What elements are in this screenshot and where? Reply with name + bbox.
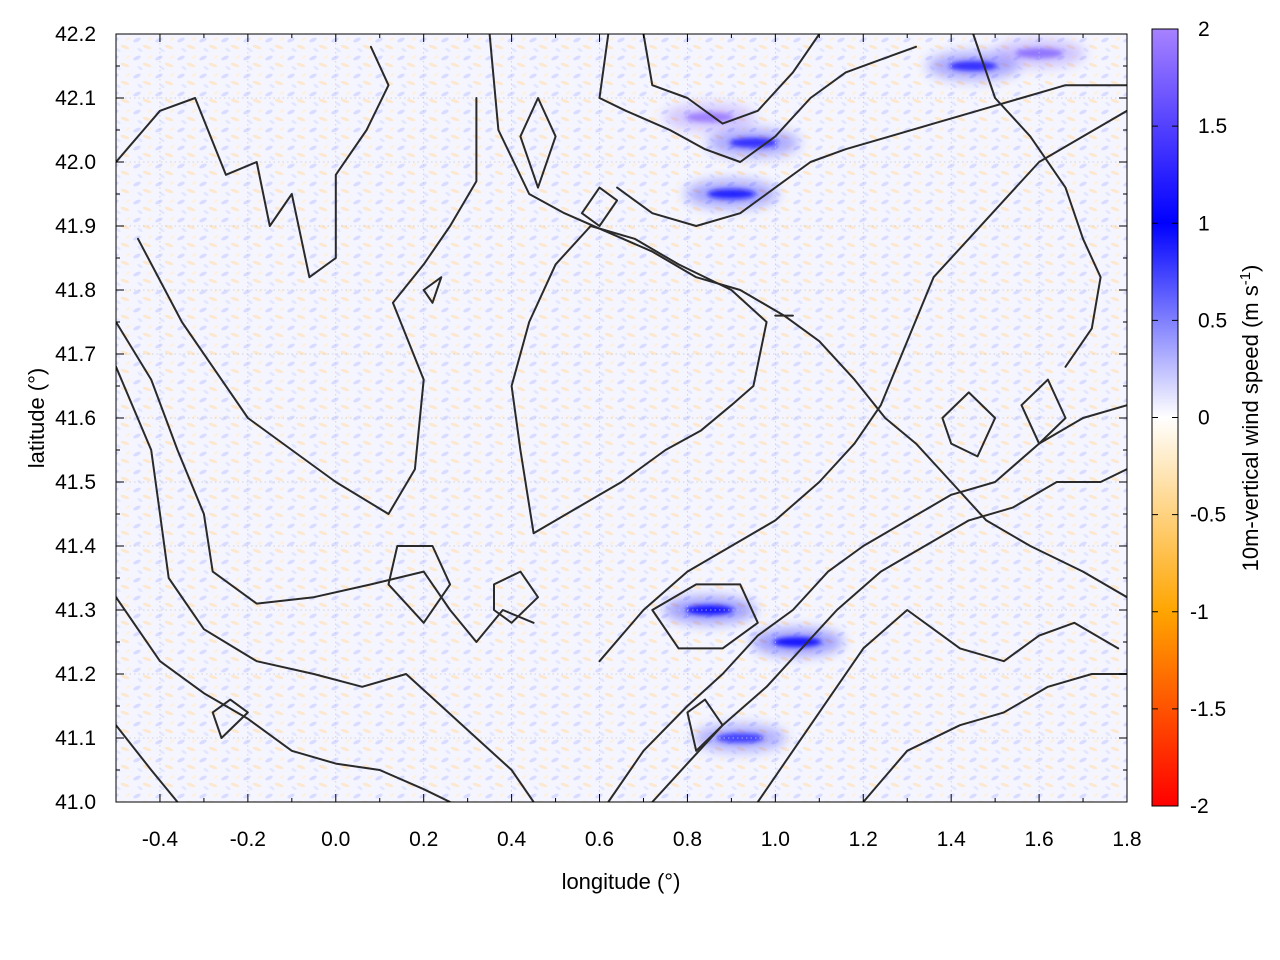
contour-line [642,34,821,125]
x-tick-label: -0.2 [230,828,266,851]
y-tick-label: 41.0 [55,791,96,814]
contour-line [116,45,390,279]
plot-area [115,33,1128,803]
updraft-core [685,605,734,615]
x-tick-label: 0.0 [321,828,350,851]
colorbar-tick-label: 1 [1198,212,1210,235]
contour-line [493,570,539,624]
colorbar-label-text: 10m-vertical wind speed (m s [1238,285,1263,571]
updraft-core [716,733,765,743]
contour-line [422,276,443,304]
colorbar-tick-label: 2 [1198,18,1210,41]
x-tick-label: 1.2 [849,828,878,851]
x-tick-label: 0.2 [409,828,438,851]
colorbar-tick-label: 1.5 [1198,115,1227,138]
contour-line [580,186,619,227]
contour-line [387,545,452,624]
colorbar-label: 10m-vertical wind speed (m s-1) [1237,265,1264,572]
contour-line [607,404,1127,802]
contour-line [756,609,1120,802]
y-axis-label: latitude (°) [24,368,49,469]
updraft-core [773,637,822,647]
y-tick-label: 42.0 [55,151,96,174]
y-tick-label: 41.7 [55,343,96,366]
contour-line [488,34,1127,599]
contour-line [686,698,724,752]
updraft-core [707,189,756,199]
colorbar-label-exponent: -1 [1237,272,1254,285]
y-tick-label: 42.1 [55,87,96,110]
colorbar-tick-label: 0.5 [1198,309,1227,332]
contour-line [1020,378,1067,445]
x-tick-label: 1.0 [761,828,790,851]
y-tick-label: 41.2 [55,663,96,686]
contour-line [598,34,917,163]
updraft-core [685,112,734,123]
y-tick-label: 41.9 [55,215,96,238]
colorbar-tick-label: 0 [1198,407,1210,430]
y-tick-labels: 41.0 41.1 41.2 41.3 41.4 41.5 41.6 41.7 41.8 41.9… [55,23,96,814]
y-tick-label: 41.6 [55,407,96,430]
y-tick-label: 42.2 [55,23,96,46]
colorbar-tick-label: -1 [1190,601,1209,624]
colorbar-tick-label: -1.5 [1190,698,1226,721]
contour-line [116,724,179,802]
contour-lines [116,34,1127,802]
x-tick-label: 1.6 [1024,828,1053,851]
contour-line [651,583,759,650]
x-tick-labels: -0.4 -0.2 0.0 0.2 0.4 0.6 0.8 1.0 1.2 1.4 1.6 1.8 [142,828,1142,851]
contour-line [598,109,1127,663]
x-tick-label: 0.8 [673,828,702,851]
axis-ticks [116,33,1128,803]
contour-line [116,321,535,643]
contour-line [116,365,535,802]
x-axis-label: longitude (°) [562,869,681,894]
contour-line [137,97,478,515]
y-tick-label: 41.5 [55,471,96,494]
contour-line [519,97,557,189]
y-tick-label: 41.1 [55,727,96,750]
x-tick-label: 0.4 [497,828,527,851]
colorbar-tick-label: -2 [1190,795,1209,818]
contour-line [211,698,249,739]
contour-line [116,596,452,802]
x-tick-label: -0.4 [142,828,179,851]
contour-line [510,225,768,535]
contour-line [862,673,1127,802]
contour-line [941,391,997,458]
colorbar-label-close: ) [1238,265,1263,272]
colorbar-tick-label: -0.5 [1190,504,1226,527]
wind-field [663,39,1086,752]
colorbar-ticks [1152,28,1178,807]
x-tick-label: 1.4 [937,828,967,851]
updraft-core [949,61,998,71]
x-tick-label: 0.6 [585,828,614,851]
contour-line [616,84,1127,227]
x-tick-label: 1.8 [1112,828,1141,851]
updraft-core [729,137,778,148]
y-tick-label: 41.3 [55,599,96,622]
colorbar: -2 -1.5 -1 -0.5 0 0.5 1 1.5 2 [1151,18,1227,818]
contour-line [972,34,1102,368]
y-tick-label: 41.4 [55,535,96,558]
colorbar-tick-labels: -2 -1.5 -1 -0.5 0 0.5 1 1.5 2 [1190,18,1227,818]
y-tick-label: 41.8 [55,279,96,302]
